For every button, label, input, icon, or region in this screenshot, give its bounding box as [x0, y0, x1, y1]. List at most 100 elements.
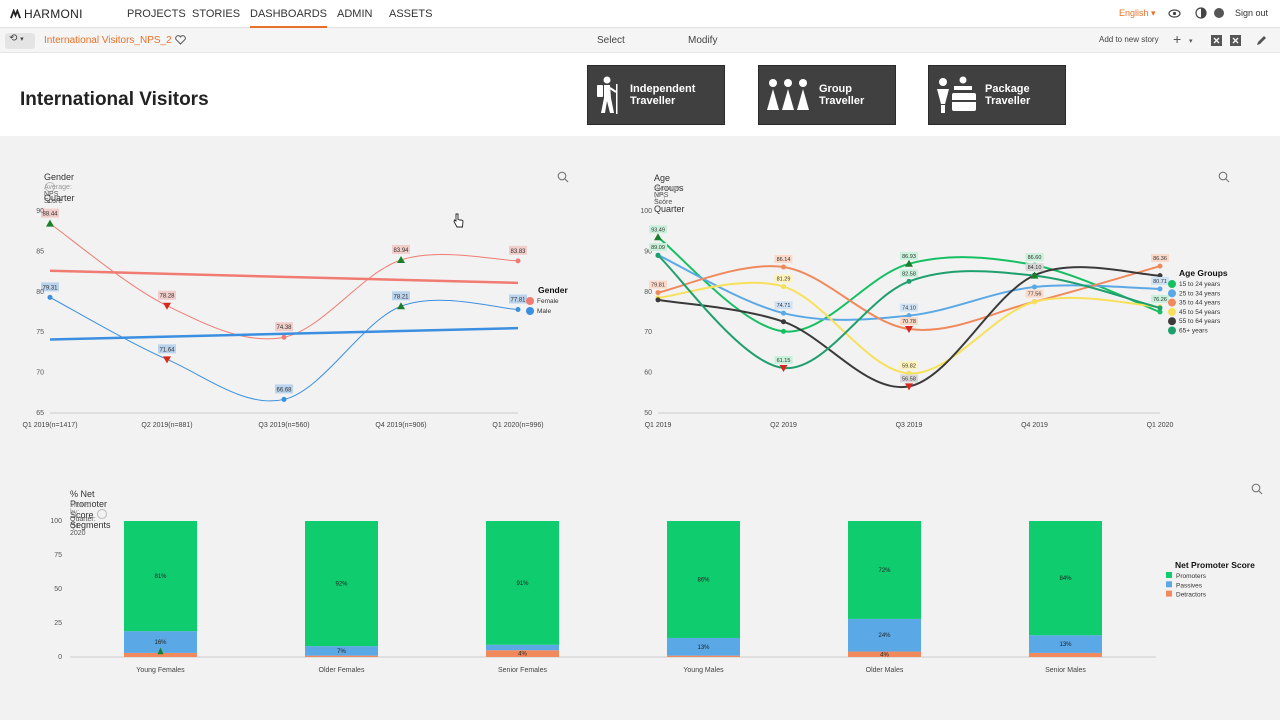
- legend-item: 45 to 54 years: [1179, 309, 1221, 316]
- data-label-bg: [649, 225, 667, 234]
- x-tick-label: Q2 2019: [770, 422, 797, 429]
- data-label-bg: [900, 317, 918, 326]
- up-marker: [905, 259, 913, 267]
- legend-swatch: [1168, 280, 1176, 288]
- swap-icon[interactable]: [654, 193, 666, 203]
- zoom-icon[interactable]: [1251, 483, 1263, 495]
- legend-swatch: [1168, 289, 1176, 298]
- group-traveller-button[interactable]: Group Traveller: [758, 65, 896, 125]
- bar-label: 13%: [697, 645, 710, 651]
- zoom-icon[interactable]: [557, 171, 569, 183]
- modify-button[interactable]: Modify: [688, 35, 718, 46]
- data-label: 70.78: [902, 319, 916, 325]
- brand-logo[interactable]: HARMONI: [10, 7, 83, 21]
- data-label-bg: [900, 251, 918, 260]
- data-label: 77.56: [1028, 292, 1042, 298]
- swap-icon[interactable]: [96, 509, 108, 519]
- data-label-bg: [392, 244, 410, 254]
- legend-item: Female: [537, 298, 559, 305]
- chevron-down-icon[interactable]: ▾: [1189, 38, 1193, 45]
- title-axis: Quarter: [654, 204, 685, 214]
- title-dimension: Age Groups: [654, 173, 684, 193]
- title-dimension: Gender: [44, 172, 75, 182]
- bar-label: 16%: [154, 640, 167, 646]
- legend-item: 55 to 64 years: [1179, 318, 1221, 325]
- legend-title: Age Groups: [1179, 268, 1228, 278]
- bar-segment: [848, 521, 921, 619]
- hand-cursor-icon: [453, 213, 464, 228]
- nav-stories[interactable]: STORIES: [192, 8, 241, 20]
- bar-segment: [667, 655, 740, 657]
- data-label: 86.60: [1028, 255, 1042, 261]
- signout-link[interactable]: Sign out: [1235, 8, 1269, 18]
- legend-swatch: [1166, 581, 1172, 588]
- legend-item: 25 to 34 years: [1179, 290, 1221, 297]
- pencil-icon[interactable]: [1256, 35, 1267, 46]
- dashboard-name[interactable]: International Visitors_NPS_2: [44, 35, 172, 46]
- data-label: 86.36: [1153, 256, 1167, 262]
- data-label-bg: [41, 282, 59, 292]
- contrast-icon[interactable]: [1195, 7, 1207, 19]
- x-tick-label: Young Females: [136, 667, 185, 674]
- y-tick-label: 90: [644, 248, 652, 255]
- x-tick-label: Q3 2019: [896, 422, 923, 429]
- legend-item: Passives: [1176, 582, 1203, 589]
- bar-segment: [124, 521, 197, 632]
- legend-item: Promoters: [1176, 573, 1207, 580]
- bar-label: 92%: [335, 582, 348, 588]
- chart-title: Gender Quarter: [44, 172, 75, 203]
- data-label-bg: [392, 291, 410, 301]
- swap-icon[interactable]: [44, 182, 56, 192]
- excel-icon[interactable]: [1211, 35, 1222, 46]
- down-marker: [905, 383, 913, 391]
- history-button[interactable]: ⟲ ▾: [5, 33, 35, 49]
- add-to-story-label: Add to new story: [1099, 35, 1159, 44]
- y-tick-label: 80: [36, 289, 44, 296]
- dashboard-header: International Visitors Independent Trave…: [0, 53, 1280, 136]
- zoom-icon[interactable]: [1218, 171, 1230, 183]
- nav-projects[interactable]: PROJECTS: [127, 8, 186, 20]
- x-tick-label: Older Males: [866, 667, 904, 674]
- nav-admin[interactable]: ADMIN: [337, 8, 373, 20]
- subtitle-label: Average:: [654, 185, 682, 192]
- chart-subtitle: Average: NPS Score: [654, 185, 682, 206]
- data-label: 76.26: [1153, 297, 1167, 303]
- export-icon[interactable]: [1230, 35, 1241, 46]
- data-label-bg: [509, 294, 527, 304]
- select-button[interactable]: Select: [597, 35, 625, 46]
- subtitle-label: Average:: [44, 184, 72, 191]
- y-tick-label: 70: [644, 329, 652, 336]
- data-point: [781, 264, 786, 270]
- eye-icon[interactable]: [1168, 8, 1181, 19]
- package-traveller-button[interactable]: Package Traveller: [928, 65, 1066, 125]
- data-point: [281, 396, 287, 402]
- legend-swatch: [1168, 298, 1176, 307]
- data-label: 61.15: [777, 358, 791, 364]
- nav-dashboards[interactable]: DASHBOARDS: [250, 8, 328, 28]
- series-line: [657, 254, 1161, 369]
- heart-icon[interactable]: [175, 35, 186, 45]
- power-icon[interactable]: [1213, 7, 1225, 19]
- data-point: [1157, 263, 1163, 269]
- data-label: 56.58: [902, 376, 916, 382]
- independent-traveller-button[interactable]: Independent Traveller: [587, 65, 725, 125]
- language-select[interactable]: English ▾: [1119, 8, 1156, 18]
- bar-label: 72%: [878, 568, 891, 574]
- data-point: [515, 258, 521, 264]
- chart-title: % Net Promoter Score Segments: [70, 489, 111, 530]
- bar-segment: [667, 521, 740, 638]
- up-marker: [397, 255, 405, 263]
- data-point: [47, 294, 53, 300]
- data-point: [1032, 299, 1037, 305]
- data-point: [781, 319, 786, 325]
- data-label: 79.81: [651, 283, 665, 289]
- plus-icon[interactable]: +: [1173, 31, 1182, 47]
- x-tick-label: Q3 2019(n=560): [258, 422, 309, 429]
- bar-segment: [848, 618, 921, 652]
- title-axis: Quarter: [44, 193, 75, 203]
- y-tick-label: 50: [54, 586, 62, 593]
- data-label-bg: [1151, 276, 1169, 285]
- y-tick-label: 100: [640, 208, 652, 215]
- nav-assets[interactable]: ASSETS: [389, 8, 433, 20]
- data-label-bg: [275, 384, 293, 394]
